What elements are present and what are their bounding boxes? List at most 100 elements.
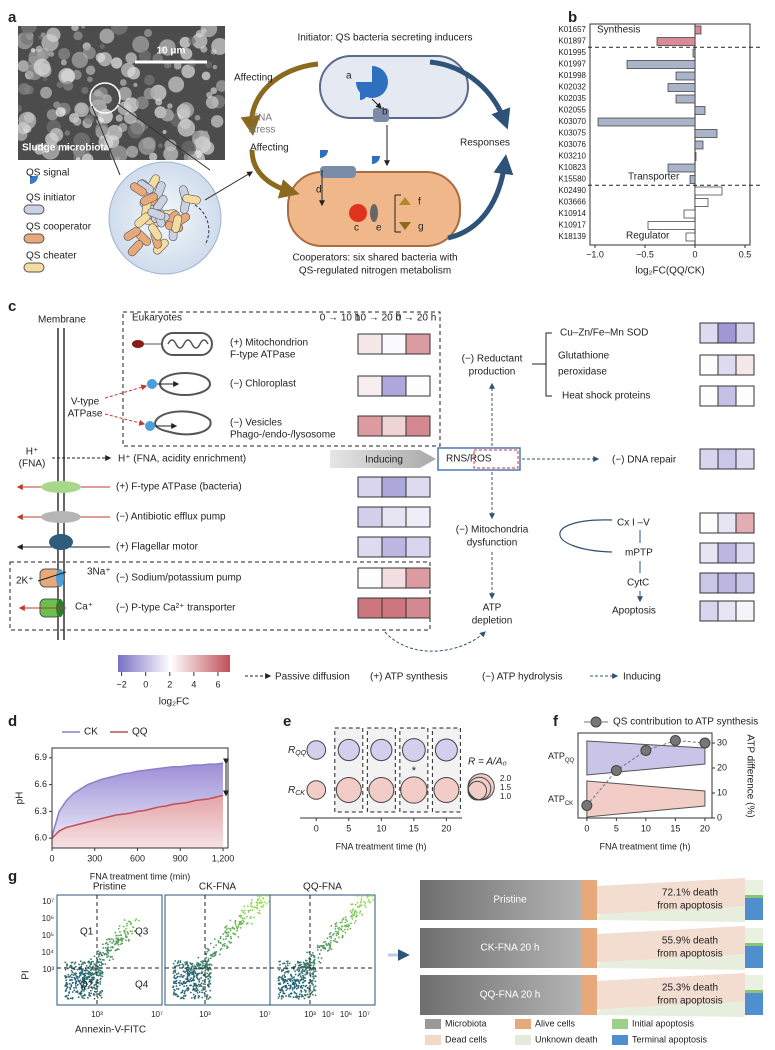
event [116,940,119,943]
legend-label: Initial apoptosis [632,1018,695,1028]
event [335,934,338,937]
bubble [433,777,460,803]
event [132,926,135,929]
event [306,970,309,972]
event [335,930,337,933]
heat-cell [381,415,407,437]
event [308,969,311,972]
event [64,961,67,964]
event [205,956,208,959]
event [90,982,93,985]
heat-cell [717,600,737,622]
event [311,993,314,996]
event [314,970,317,972]
label: PI [21,970,32,979]
y-tick-label: 6.0 [34,833,47,843]
bar [683,209,696,219]
event [78,976,80,978]
event [106,956,108,959]
event [77,996,80,999]
event [181,989,184,992]
event [329,941,332,944]
event [277,997,280,999]
event [308,990,311,993]
event [222,933,225,935]
event [338,928,340,931]
bar [685,232,696,242]
flow-note: from apoptosis [657,949,723,960]
category-label: K03070 [558,117,586,126]
event [193,969,196,972]
event [354,903,357,906]
event [187,964,190,967]
event [124,935,127,937]
event [197,978,199,981]
heat-cell [699,572,719,594]
event [235,926,238,928]
event [84,968,87,971]
event [121,942,123,945]
grain [212,64,218,70]
event [284,971,286,974]
grain [178,102,195,119]
grain [81,153,94,160]
event [98,961,100,963]
row-label: (−) Antibiotic efflux pump [116,512,226,523]
initial-bar [745,943,763,946]
event [84,962,87,965]
event [207,959,210,962]
category-label: K03666 [558,198,586,207]
label: Inducing [365,455,403,466]
event [98,972,101,975]
event [301,987,304,989]
event [75,984,77,987]
grain [48,51,55,57]
event [98,993,101,996]
panel-label: b [568,9,577,26]
row-label: (+) Flagellar motor [116,542,199,553]
event [126,922,128,925]
grain [20,26,37,35]
heat-cell [381,476,407,498]
event [186,989,189,992]
event [224,930,227,933]
event [174,993,177,995]
event [257,911,259,914]
event [197,983,200,986]
event [232,927,235,930]
heat-cell [381,375,407,397]
event [230,941,233,944]
size-legend-label: 1.0 [500,792,512,801]
event [318,946,321,949]
colorbar-tick: 6 [215,679,220,689]
event [290,992,293,995]
event [181,976,184,979]
event [70,984,73,986]
event [133,930,136,932]
event [200,960,203,963]
event [345,924,347,927]
row-label: Phago-/endo-/lysosome [230,430,336,441]
event [240,923,242,926]
event [179,961,182,964]
plot-frame [269,894,376,1006]
event [229,935,232,938]
x-tick-label: 600 [130,853,145,863]
event [304,976,306,979]
event [328,935,331,938]
legend-label: QS initiator [26,193,76,204]
event [300,978,303,981]
grain [74,102,89,117]
event [332,934,334,936]
event [67,994,70,997]
row-label: Cu–Zn/Fe–Mn SOD [560,328,648,339]
grain [164,139,177,152]
shape [240,61,319,136]
event [125,924,128,927]
event [127,939,130,942]
event [66,997,69,999]
event [122,925,125,928]
x-tick-label: 10³ [91,1010,103,1019]
event [121,937,124,940]
event [204,975,207,978]
